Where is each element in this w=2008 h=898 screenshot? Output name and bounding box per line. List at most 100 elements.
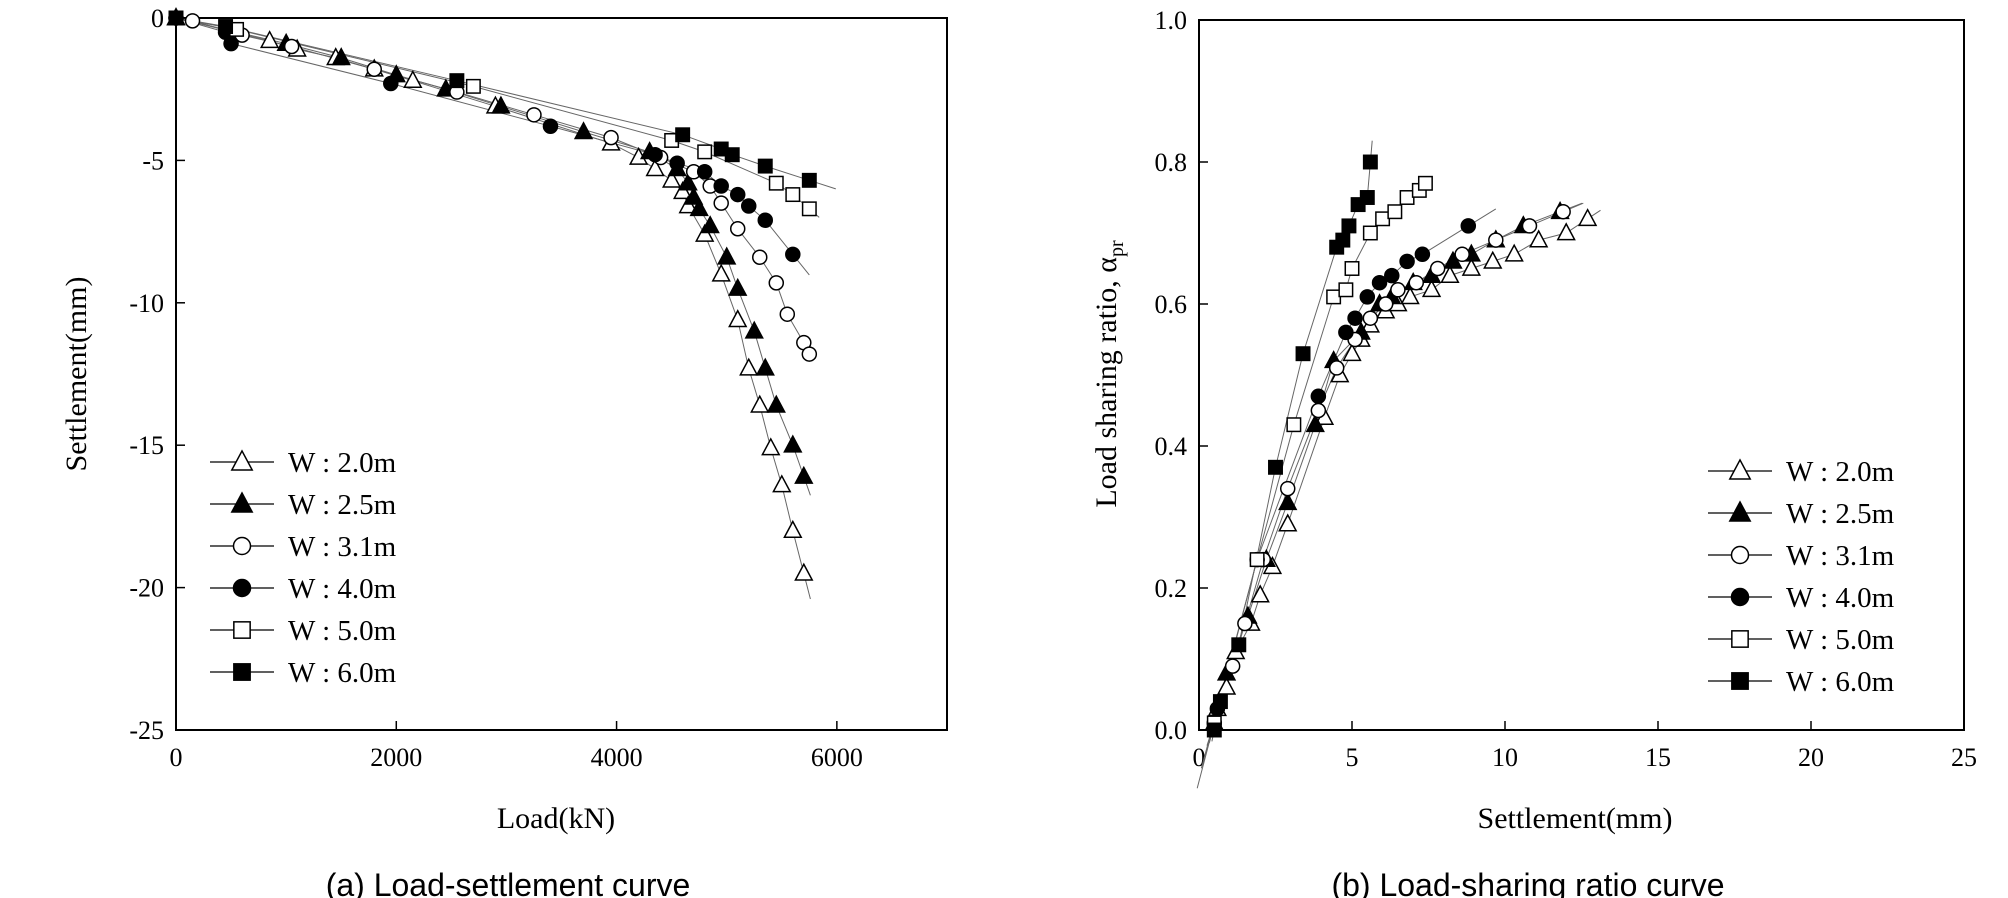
x-tick-label: 5: [1346, 743, 1359, 772]
data-point: [1310, 402, 1327, 419]
data-point: [783, 434, 803, 453]
legend-marker: [233, 621, 251, 639]
data-point: [1362, 310, 1379, 326]
data-point: [1249, 552, 1265, 568]
data-point: [783, 519, 803, 539]
data-point: [383, 75, 399, 92]
data-point: [1399, 190, 1415, 205]
legend-label: W : 2.5m: [288, 489, 397, 521]
data-point: [697, 144, 713, 160]
data-point: [1250, 584, 1270, 603]
data-point: [1377, 296, 1394, 312]
x-tick-label: 2000: [370, 743, 422, 772]
data-point: [1408, 274, 1425, 291]
y-tick-label: -5: [142, 146, 164, 175]
legend-label: W : 6.0m: [1786, 666, 1895, 698]
data-point: [168, 10, 184, 26]
data-point: [1359, 190, 1375, 205]
plot-frame-b: [1198, 19, 1965, 731]
data-point: [449, 73, 465, 89]
x-tick-label: 10: [1492, 743, 1518, 772]
data-point: [729, 221, 746, 237]
data-point: [1400, 286, 1420, 305]
data-point: [675, 127, 691, 143]
y-tick-label: 0: [151, 4, 164, 33]
data-point: [1310, 388, 1327, 405]
data-point: [1342, 342, 1362, 362]
data-point: [1286, 417, 1302, 433]
legend-label: W : 2.5m: [1786, 498, 1895, 530]
data-point: [684, 186, 704, 205]
y-tick-label: 0.4: [1155, 432, 1188, 461]
data-point: [755, 357, 775, 376]
caption-a: (a) Load-settlement curve: [326, 867, 691, 898]
data-point: [728, 277, 748, 296]
data-point: [772, 474, 792, 493]
data-point: [1279, 480, 1296, 497]
data-point: [739, 357, 759, 376]
data-point: [768, 175, 784, 191]
legend-marker: [1728, 458, 1752, 480]
data-point: [713, 195, 729, 211]
legend-label: W : 3.1m: [288, 531, 397, 563]
data-point: [223, 35, 239, 52]
y-axis-label-b: Load sharing ratio, αpr: [1090, 240, 1128, 508]
legend-marker: [232, 536, 252, 556]
data-point: [1429, 260, 1446, 277]
y-tick-label: 0.8: [1155, 148, 1188, 177]
data-point: [331, 47, 351, 66]
data-point: [1278, 513, 1298, 532]
x-axis-label-b: Settlement(mm): [1478, 802, 1673, 835]
data-point: [1237, 615, 1253, 632]
data-point: [366, 61, 383, 78]
data-point: [766, 394, 786, 413]
data-point: [1504, 243, 1524, 262]
data-point: [573, 121, 594, 140]
legend-label: W : 4.0m: [1786, 582, 1895, 614]
y-axis-label-a: Settlement(mm): [60, 277, 93, 472]
data-point: [1440, 264, 1460, 283]
y-axis-label-b-main: Load sharing ratio, α: [1090, 257, 1123, 508]
legend-marker: [1730, 587, 1750, 607]
data-point: [794, 465, 814, 484]
legend-label: W : 2.0m: [288, 447, 397, 479]
data-point: [1387, 204, 1403, 220]
legend-marker: [1731, 630, 1749, 648]
data-point: [1454, 246, 1470, 263]
data-point: [603, 129, 619, 146]
x-tick-label: 4000: [591, 743, 643, 772]
data-point: [1362, 225, 1378, 241]
legend-marker: [232, 578, 252, 598]
data-point: [761, 437, 781, 456]
data-point: [647, 146, 663, 163]
x-tick-label: 0: [170, 743, 183, 772]
data-point: [1224, 658, 1241, 674]
data-point: [526, 107, 542, 123]
data-point: [750, 394, 770, 413]
data-point: [491, 95, 511, 114]
data-point: [403, 69, 423, 89]
x-tick-label: 20: [1798, 743, 1824, 772]
data-point: [1216, 676, 1237, 695]
data-point: [1341, 218, 1357, 234]
x-tick-label: 6000: [811, 743, 863, 772]
data-point: [740, 198, 757, 214]
plot-frame-a: [175, 17, 948, 731]
legend-marker: [230, 491, 254, 513]
legend-marker: [230, 449, 254, 471]
data-point: [1362, 154, 1378, 170]
data-point: [1577, 208, 1598, 227]
data-point: [1461, 257, 1481, 276]
data-point: [1338, 324, 1354, 341]
data-point: [1460, 218, 1477, 234]
legend-label: W : 3.1m: [1786, 540, 1895, 572]
data-point: [1529, 229, 1549, 248]
legend-marker: [1731, 672, 1749, 690]
data-point: [696, 164, 713, 180]
data-point: [779, 306, 796, 322]
y-tick-label: -10: [129, 289, 164, 318]
legend-label: W : 5.0m: [1786, 624, 1895, 656]
data-point: [711, 263, 731, 282]
x-tick-label: 15: [1645, 743, 1671, 772]
data-point: [1390, 282, 1406, 298]
